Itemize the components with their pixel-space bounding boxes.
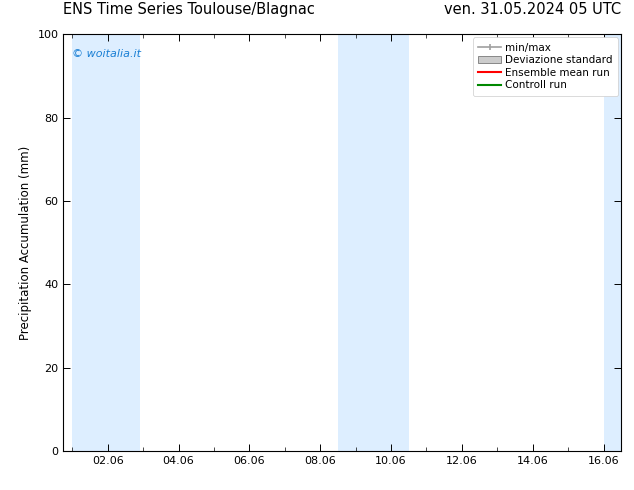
Text: ENS Time Series Toulouse/Blagnac: ENS Time Series Toulouse/Blagnac <box>63 2 315 17</box>
Y-axis label: Precipitation Accumulation (mm): Precipitation Accumulation (mm) <box>19 146 32 340</box>
Bar <box>604 34 621 451</box>
Bar <box>338 34 409 451</box>
Bar <box>72 34 139 451</box>
Legend: min/max, Deviazione standard, Ensemble mean run, Controll run: min/max, Deviazione standard, Ensemble m… <box>473 37 618 96</box>
Text: © woitalia.it: © woitalia.it <box>72 49 141 59</box>
Text: ven. 31.05.2024 05 UTC: ven. 31.05.2024 05 UTC <box>444 2 621 17</box>
